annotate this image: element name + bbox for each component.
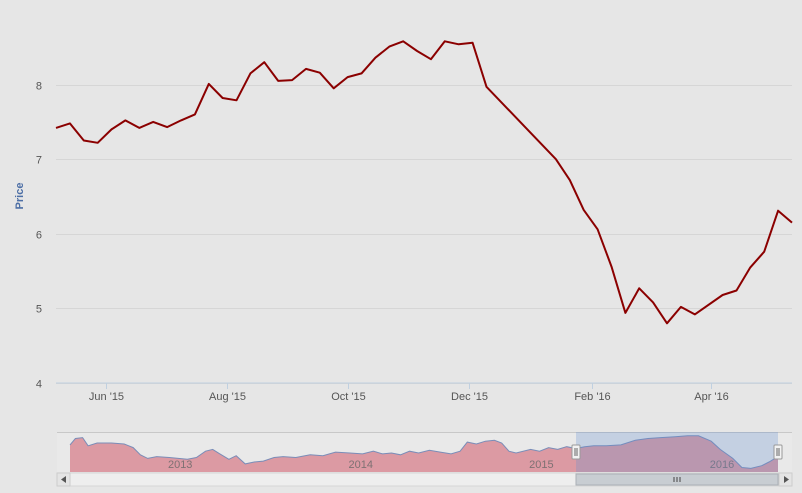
- x-tick-label: Feb '16: [574, 391, 610, 403]
- scrollbar[interactable]: [56, 472, 793, 487]
- price-line: [55, 40, 793, 325]
- price-point: [68, 121, 72, 125]
- price-point: [235, 98, 239, 102]
- x-tick-label: Jun '15: [89, 391, 124, 403]
- price-point: [471, 41, 475, 45]
- price-point: [179, 118, 183, 122]
- navigator-history-fill: [70, 435, 778, 472]
- y-tick-label: 5: [36, 304, 42, 316]
- price-point: [554, 157, 558, 161]
- price-series: [54, 39, 794, 325]
- navigator[interactable]: 2013 2014 2015 2016: [57, 432, 792, 472]
- price-point: [485, 85, 489, 89]
- price-point: [165, 125, 169, 129]
- x-ticks: Jun '15 Aug '15 Oct '15 Dec '15 Feb '16 Apr '…: [89, 383, 729, 403]
- price-point: [637, 286, 641, 290]
- navigator-year-label: 2014: [349, 459, 373, 471]
- y-tick-label: 4: [36, 379, 42, 391]
- price-point: [137, 126, 141, 130]
- y-tick-label: 7: [36, 155, 42, 167]
- price-point: [151, 120, 155, 124]
- price-point: [693, 312, 697, 316]
- y-tick-labels: 4 5 6 7 8: [36, 81, 42, 391]
- price-point: [415, 49, 419, 53]
- price-point: [290, 78, 294, 82]
- navigator-history-area: [69, 435, 779, 472]
- price-point: [304, 67, 308, 71]
- price-point: [735, 289, 739, 293]
- navigator-selected-range[interactable]: [576, 432, 778, 472]
- y-tick-label: 8: [36, 81, 42, 93]
- price-point: [401, 39, 405, 43]
- price-point: [790, 221, 794, 225]
- x-tick-label: Dec '15: [451, 391, 488, 403]
- x-tick-label: Aug '15: [209, 391, 246, 403]
- y-axis-title: Price: [14, 183, 26, 210]
- price-point: [429, 57, 433, 61]
- navigator-history-line: [69, 435, 779, 469]
- price-point: [248, 71, 252, 75]
- price-point: [332, 86, 336, 90]
- price-point: [623, 311, 627, 315]
- price-point: [54, 126, 58, 130]
- price-point: [346, 75, 350, 79]
- price-point: [221, 96, 225, 100]
- arrow-left-icon: [61, 476, 66, 483]
- price-point: [193, 112, 197, 116]
- price-point: [610, 265, 614, 269]
- price-point: [373, 56, 377, 60]
- price-point: [457, 42, 461, 46]
- x-tick-label: Apr '16: [694, 391, 729, 403]
- price-point: [582, 208, 586, 212]
- navigator-year-label: 2016: [710, 459, 734, 471]
- price-point: [721, 293, 725, 297]
- arrow-right-icon: [784, 476, 789, 483]
- navigator-year-label: 2015: [529, 459, 553, 471]
- price-point: [568, 178, 572, 182]
- price-point: [96, 141, 100, 145]
- price-point: [748, 265, 752, 269]
- price-point: [82, 139, 86, 143]
- price-point: [262, 60, 266, 64]
- price-point: [318, 71, 322, 75]
- price-point: [276, 79, 280, 83]
- price-point: [443, 39, 447, 43]
- price-point: [360, 71, 364, 75]
- price-point: [651, 300, 655, 304]
- price-point: [762, 250, 766, 254]
- navigator-right-handle[interactable]: [773, 444, 783, 460]
- price-point: [776, 209, 780, 213]
- grip-icon: [673, 477, 681, 482]
- price-point: [665, 321, 669, 325]
- y-tick-label: 6: [36, 230, 42, 242]
- x-tick-label: Oct '15: [331, 391, 366, 403]
- navigator-year-labels: 2013 2014 2015 2016: [168, 459, 734, 471]
- navigator-year-label: 2013: [168, 459, 192, 471]
- price-point: [679, 305, 683, 309]
- navigator-left-handle[interactable]: [571, 444, 581, 460]
- price-point: [110, 127, 114, 131]
- price-point: [207, 82, 211, 86]
- price-point: [387, 45, 391, 49]
- price-point: [123, 118, 127, 122]
- price-point: [596, 227, 600, 231]
